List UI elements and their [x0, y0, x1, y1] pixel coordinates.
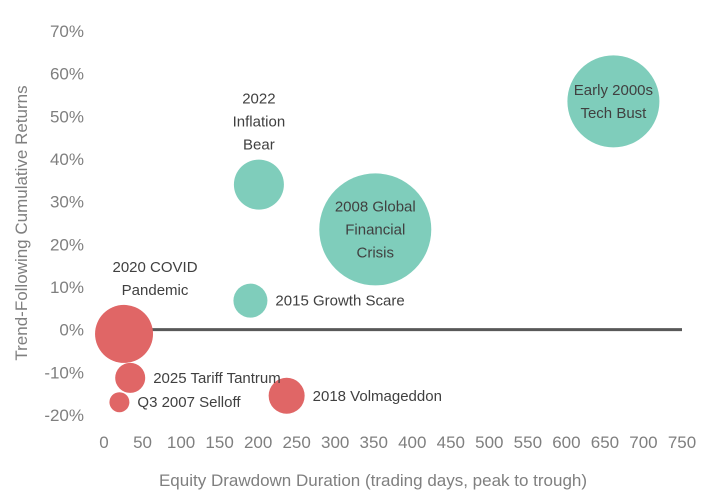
y-tick-label: -10%: [44, 363, 84, 382]
x-tick-label: 350: [360, 433, 388, 452]
bubble: [95, 304, 154, 363]
y-tick-label: -20%: [44, 406, 84, 425]
bubble-label: 2008 Global Financial Crisis: [335, 198, 416, 261]
bubble: [109, 392, 130, 413]
x-axis-ticks: 0 50 100 150 200 250 300 350 400 450 500 550 600 650 7…: [99, 433, 696, 452]
y-axis-ticks: -20% -10% 0% 10% 20% 30% 40% 50% 60% 70%: [44, 22, 84, 425]
bubble: [115, 362, 146, 393]
bubble: [268, 377, 305, 414]
bubble-label: 2015 Growth Scare: [275, 293, 404, 310]
x-tick-label: 550: [514, 433, 542, 452]
x-tick-label: 650: [591, 433, 619, 452]
bubble-label: Early 2000s Tech Bust: [574, 82, 653, 122]
bubble-label: 2025 Tariff Tantrum: [153, 370, 281, 387]
bubble-label: 2018 Volmageddon: [313, 388, 442, 405]
y-tick-label: 10%: [50, 278, 84, 297]
y-tick-label: 20%: [50, 235, 84, 254]
x-tick-label: 400: [398, 433, 426, 452]
x-tick-label: 750: [668, 433, 696, 452]
bubble: [567, 55, 660, 148]
x-tick-label: 150: [205, 433, 233, 452]
bubble: [233, 159, 284, 210]
bubble-label: 2022 Inflation Bear: [233, 91, 286, 154]
bubble: [233, 283, 268, 318]
y-tick-label: 40%: [50, 150, 84, 169]
x-tick-label: 300: [321, 433, 349, 452]
x-tick-label: 50: [133, 433, 152, 452]
bubble-labels: Early 2000s Tech Bust 2008 Global Financial…: [113, 82, 654, 411]
x-tick-label: 200: [244, 433, 272, 452]
y-tick-label: 50%: [50, 107, 84, 126]
x-tick-label: 0: [99, 433, 108, 452]
y-axis-title: Trend-Following Cumulative Returns: [12, 85, 31, 360]
bubbles: [95, 55, 660, 414]
y-tick-label: 60%: [50, 65, 84, 84]
x-tick-label: 600: [552, 433, 580, 452]
x-tick-label: 250: [282, 433, 310, 452]
x-tick-label: 100: [167, 433, 195, 452]
x-tick-label: 450: [437, 433, 465, 452]
x-tick-label: 500: [475, 433, 503, 452]
y-tick-label: 70%: [50, 22, 84, 41]
y-tick-label: 30%: [50, 193, 84, 212]
bubble-label: Q3 2007 Selloff: [137, 394, 241, 411]
x-tick-label: 700: [629, 433, 657, 452]
x-axis-title: Equity Drawdown Duration (trading days, …: [159, 471, 587, 490]
bubble-label: 2020 COVID Pandemic: [113, 259, 198, 299]
bubble: [319, 173, 432, 286]
y-tick-label: 0%: [59, 321, 84, 340]
